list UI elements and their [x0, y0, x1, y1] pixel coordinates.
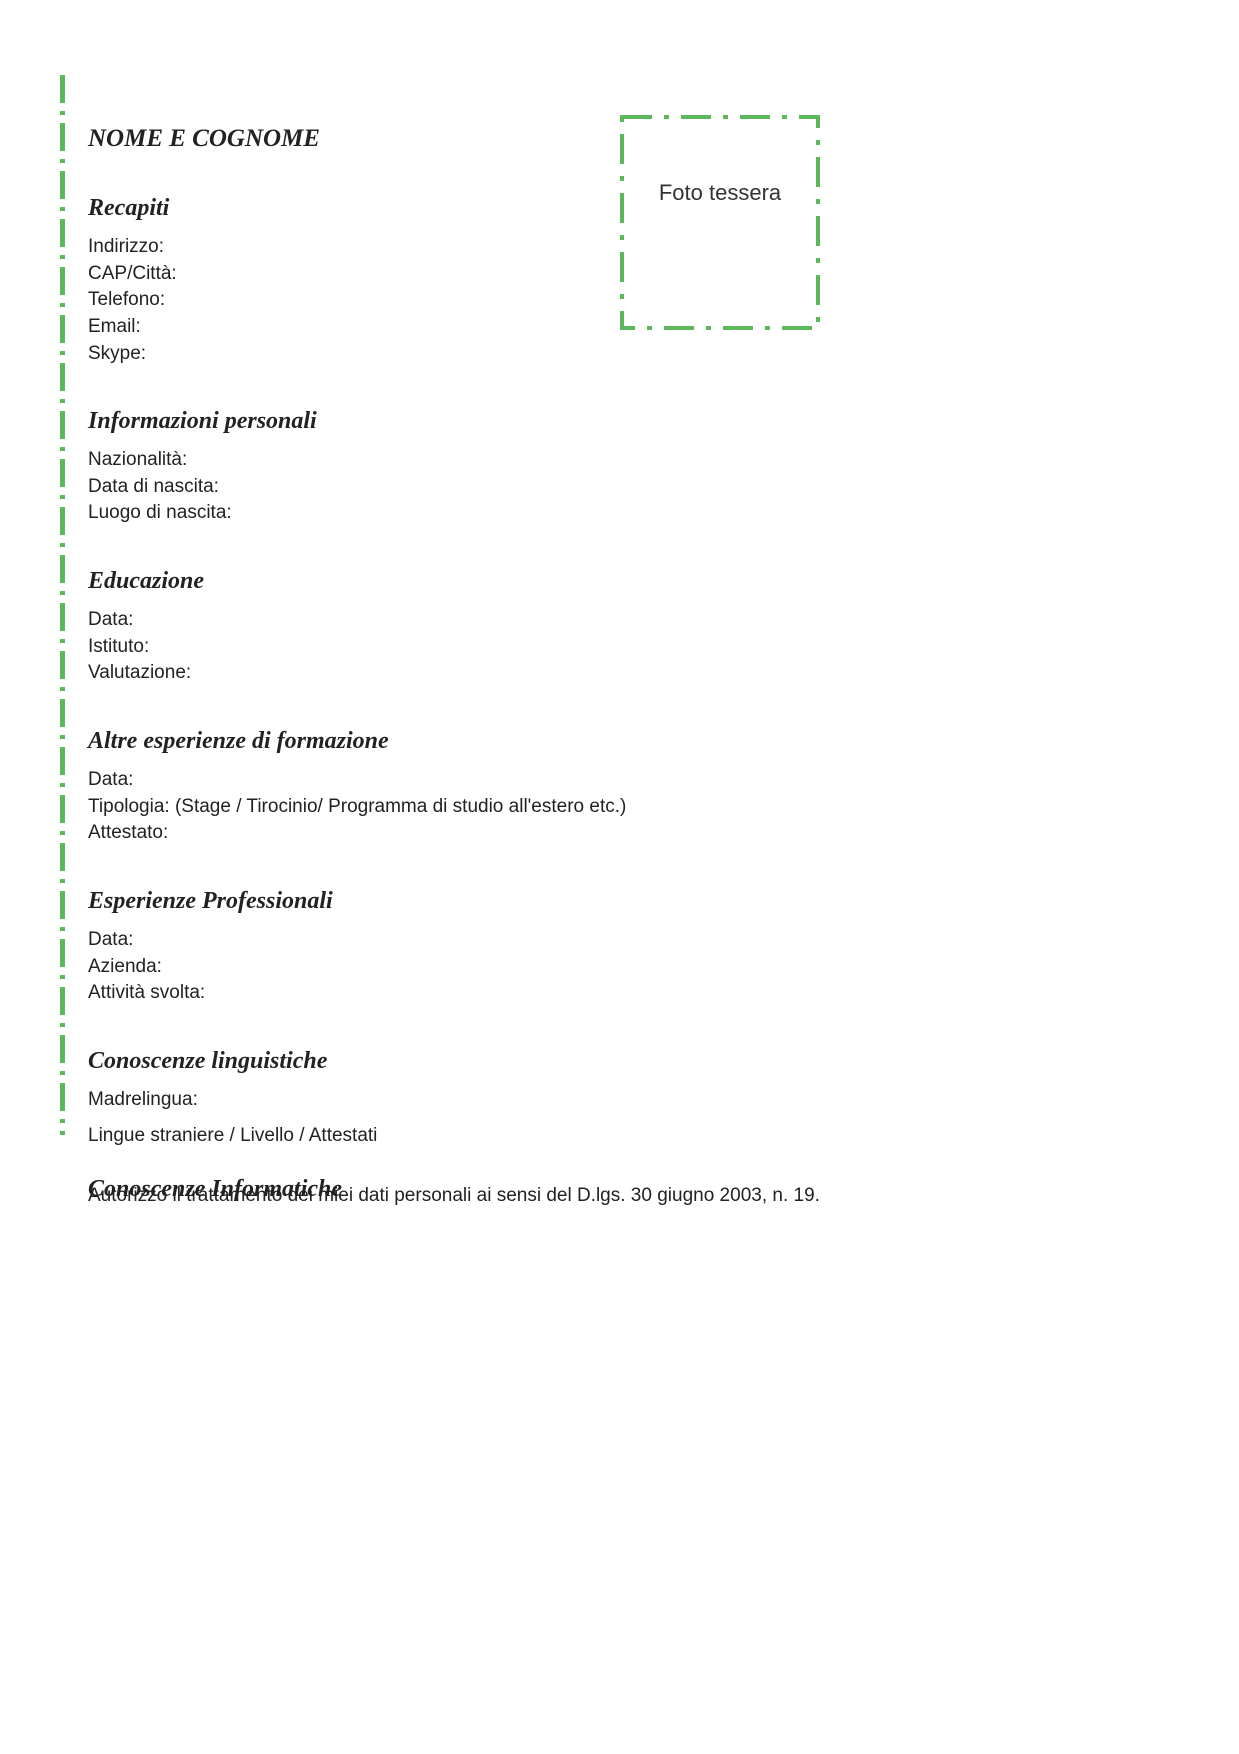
- field-label: Telefono:: [88, 287, 788, 313]
- field-label: Data di nascita:: [88, 474, 788, 500]
- section-heading: Recapiti: [88, 195, 788, 222]
- field-label: Data:: [88, 607, 788, 633]
- field-label: CAP/Città:: [88, 261, 788, 287]
- name-section: NOME E COGNOME: [88, 125, 788, 153]
- linguistiche-section: Conoscenze linguistiche Madrelingua: Lin…: [88, 1048, 788, 1148]
- educazione-section: Educazione Data: Istituto: Valutazione:: [88, 568, 788, 686]
- field-label: Madrelingua:: [88, 1087, 788, 1113]
- section-heading: Altre esperienze di formazione: [88, 728, 788, 755]
- section-heading: Esperienze Professionali: [88, 888, 788, 915]
- field-label: Lingue straniere / Livello / Attestati: [88, 1123, 788, 1149]
- field-label: Nazionalità:: [88, 447, 788, 473]
- cv-content: NOME E COGNOME Recapiti Indirizzo: CAP/C…: [88, 125, 788, 1245]
- field-label: Email:: [88, 314, 788, 340]
- field-label: Indirizzo:: [88, 234, 788, 260]
- section-heading: Informazioni personali: [88, 408, 788, 435]
- field-label: Luogo di nascita:: [88, 500, 788, 526]
- altre-esperienze-section: Altre esperienze di formazione Data: Tip…: [88, 728, 788, 846]
- recapiti-section: Recapiti Indirizzo: CAP/Città: Telefono:…: [88, 195, 788, 366]
- section-heading: Conoscenze linguistiche: [88, 1048, 788, 1075]
- field-label: Data:: [88, 767, 788, 793]
- section-heading: Educazione: [88, 568, 788, 595]
- field-label: Istituto:: [88, 634, 788, 660]
- esperienze-prof-section: Esperienze Professionali Data: Azienda: …: [88, 888, 788, 1006]
- field-label: Valutazione:: [88, 660, 788, 686]
- field-label: Attività svolta:: [88, 980, 788, 1006]
- field-label: Skype:: [88, 341, 788, 367]
- field-label: Azienda:: [88, 954, 788, 980]
- info-personali-section: Informazioni personali Nazionalità: Data…: [88, 408, 788, 526]
- field-label: Data:: [88, 927, 788, 953]
- field-label: Attestato:: [88, 820, 788, 846]
- field-label: Tipologia: (Stage / Tirocinio/ Programma…: [88, 794, 788, 820]
- left-accent-line: [60, 75, 65, 1135]
- privacy-footer: Autorizzo il trattamento dei miei dati p…: [88, 1185, 820, 1207]
- name-heading: NOME E COGNOME: [88, 125, 788, 153]
